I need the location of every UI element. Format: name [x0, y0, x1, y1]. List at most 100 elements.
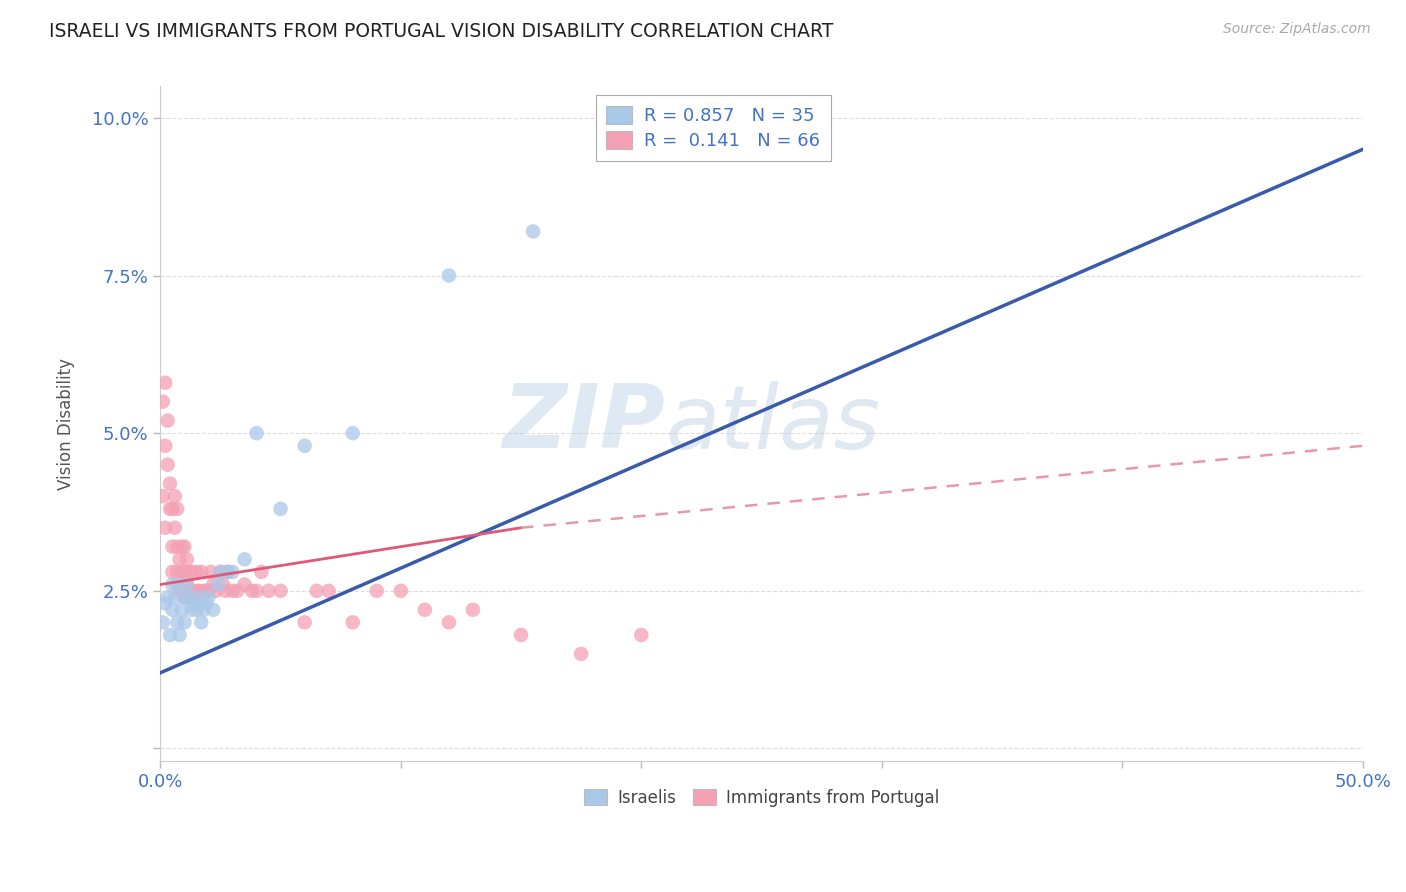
Point: [183, 590, 205, 604]
Point: [342, 426, 364, 441]
Point: [294, 439, 316, 453]
Point: [179, 590, 201, 604]
Point: [155, 521, 177, 535]
Point: [166, 577, 188, 591]
Legend: Israelis, Immigrants from Portugal: Israelis, Immigrants from Portugal: [576, 782, 946, 814]
Point: [170, 565, 193, 579]
Point: [180, 583, 202, 598]
Point: [155, 439, 177, 453]
Point: [214, 583, 236, 598]
Point: [190, 565, 212, 579]
Point: [186, 583, 208, 598]
Point: [186, 603, 208, 617]
Point: [169, 628, 191, 642]
Point: [195, 596, 218, 610]
Point: [166, 501, 188, 516]
Point: [186, 565, 208, 579]
Point: [173, 590, 195, 604]
Point: [176, 552, 198, 566]
Point: [195, 583, 218, 598]
Text: Source: ZipAtlas.com: Source: ZipAtlas.com: [1223, 22, 1371, 37]
Point: [166, 615, 188, 630]
Point: [173, 615, 195, 630]
Point: [163, 489, 186, 503]
Point: [159, 628, 181, 642]
Point: [413, 603, 436, 617]
Point: [209, 565, 232, 579]
Point: [152, 489, 174, 503]
Point: [202, 603, 225, 617]
Point: [461, 603, 484, 617]
Point: [156, 413, 179, 427]
Point: [204, 583, 226, 598]
Point: [162, 565, 184, 579]
Point: [250, 565, 273, 579]
Point: [437, 268, 460, 283]
Point: [522, 224, 544, 238]
Point: [179, 590, 201, 604]
Point: [163, 521, 186, 535]
Point: [221, 583, 243, 598]
Point: [233, 577, 256, 591]
Point: [159, 476, 181, 491]
Point: [162, 577, 184, 591]
Point: [155, 596, 177, 610]
Point: [240, 583, 263, 598]
Text: ISRAELI VS IMMIGRANTS FROM PORTUGAL VISION DISABILITY CORRELATION CHART: ISRAELI VS IMMIGRANTS FROM PORTUGAL VISI…: [49, 22, 834, 41]
Point: [169, 552, 191, 566]
Point: [202, 577, 225, 591]
Point: [389, 583, 412, 598]
Point: [209, 565, 232, 579]
Point: [197, 583, 219, 598]
Point: [569, 647, 592, 661]
Point: [155, 376, 177, 390]
Point: [221, 565, 243, 579]
Point: [207, 577, 229, 591]
Point: [170, 540, 193, 554]
Point: [176, 577, 198, 591]
Point: [342, 615, 364, 630]
Point: [212, 577, 235, 591]
Point: [162, 540, 184, 554]
Point: [173, 590, 195, 604]
Point: [183, 596, 205, 610]
Point: [217, 565, 239, 579]
Point: [179, 565, 201, 579]
Point: [166, 565, 188, 579]
Point: [270, 583, 292, 598]
Point: [170, 583, 193, 598]
Text: atlas: atlas: [665, 381, 880, 467]
Point: [193, 583, 215, 598]
Point: [163, 590, 186, 604]
Point: [630, 628, 652, 642]
Point: [366, 583, 388, 598]
Point: [156, 458, 179, 472]
Point: [159, 501, 181, 516]
Point: [173, 540, 195, 554]
Point: [156, 590, 179, 604]
Point: [180, 565, 202, 579]
Point: [152, 615, 174, 630]
Point: [305, 583, 328, 598]
Point: [170, 603, 193, 617]
Point: [200, 565, 222, 579]
Point: [180, 603, 202, 617]
Point: [217, 565, 239, 579]
Point: [173, 565, 195, 579]
Text: ZIP: ZIP: [502, 380, 665, 467]
Point: [318, 583, 340, 598]
Point: [245, 426, 267, 441]
Point: [245, 583, 267, 598]
Point: [193, 603, 215, 617]
Point: [294, 615, 316, 630]
Point: [187, 590, 209, 604]
Point: [162, 501, 184, 516]
Point: [169, 583, 191, 598]
Point: [510, 628, 533, 642]
Point: [226, 583, 249, 598]
Point: [166, 540, 188, 554]
Point: [187, 583, 209, 598]
Point: [190, 615, 212, 630]
Point: [162, 603, 184, 617]
Point: [197, 590, 219, 604]
